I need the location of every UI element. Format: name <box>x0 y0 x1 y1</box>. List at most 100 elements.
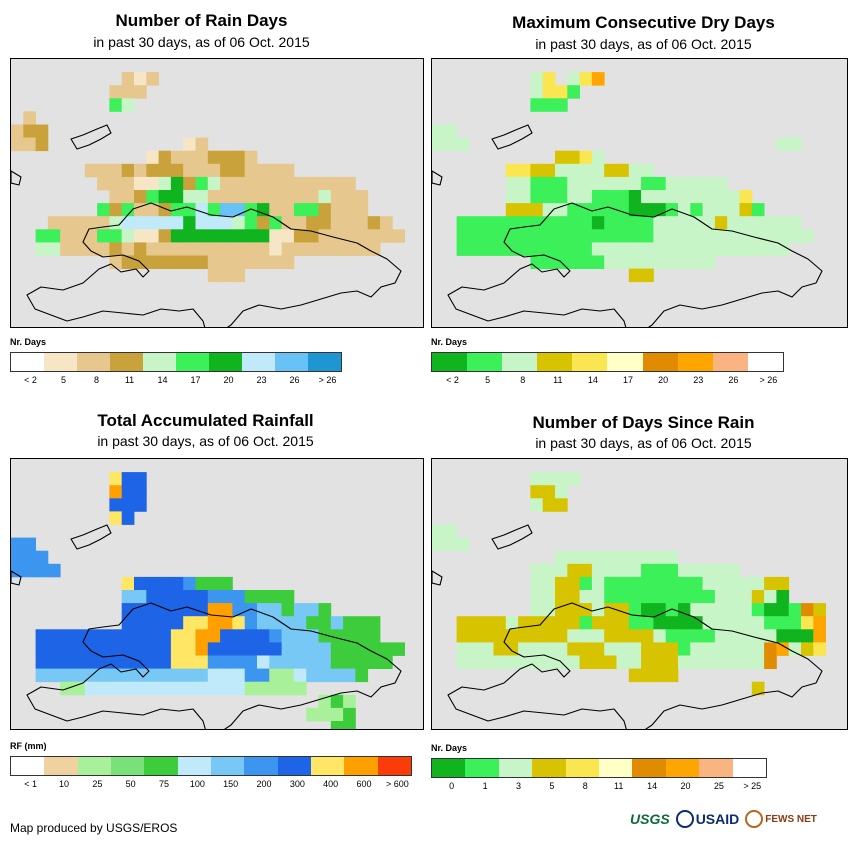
grid-cell <box>567 85 580 99</box>
grid-cell <box>518 642 531 656</box>
grid-cell <box>269 203 282 217</box>
legend-tick-label: 3 <box>515 781 522 791</box>
grid-cell <box>220 642 233 656</box>
grid-cell <box>653 242 667 256</box>
grid-cell <box>330 629 344 643</box>
grid-cell <box>653 190 667 204</box>
grid-cell <box>591 563 605 578</box>
grid-cell <box>468 616 482 630</box>
grid-cell <box>616 229 630 243</box>
grid-cell <box>776 590 790 604</box>
grid-cell <box>355 216 369 230</box>
legend-tick-label: > 25 <box>743 781 762 791</box>
grid-cell <box>306 203 319 217</box>
grid-cell <box>195 190 209 204</box>
grid-cell <box>530 655 544 669</box>
grid-cell <box>665 616 679 630</box>
grid-cell <box>665 642 679 656</box>
grid-cell <box>604 163 617 178</box>
grid-cell <box>35 642 49 656</box>
grid-cell <box>121 590 135 604</box>
grid-cell <box>567 203 580 217</box>
grid-cell <box>653 642 667 656</box>
grid-cell <box>121 216 135 230</box>
grid-cell <box>604 603 617 617</box>
grid-cell <box>207 203 221 217</box>
grid-cell <box>318 203 332 217</box>
grid-cell <box>281 190 295 204</box>
grid-cell <box>281 603 295 617</box>
legend-ticks: < 1 10 25 50 75 100 150 200 300 400 600 > 600 <box>10 779 412 791</box>
grid-cell <box>555 616 568 630</box>
grid-cell <box>244 681 258 696</box>
grid-cell <box>628 268 642 283</box>
grid-cell <box>456 616 470 630</box>
legend: RF (mm) < 1 10 25 50 75 100 150 200 300 400 600 > 6… <box>10 741 412 793</box>
grid-cell <box>432 524 445 538</box>
grid-cell <box>665 176 679 191</box>
legend-tick-label: 17 <box>190 375 201 385</box>
grid-cell <box>281 176 295 191</box>
grid-cell <box>481 655 494 669</box>
grid-cell <box>665 242 679 256</box>
grid-cell <box>134 576 147 591</box>
grid-cell <box>35 137 49 152</box>
grid-cell <box>60 242 73 256</box>
grid-cell <box>641 655 654 669</box>
legend-tick-label: 23 <box>256 375 267 385</box>
grid-cell <box>367 616 381 630</box>
grid-cell <box>530 85 544 99</box>
grid-cell <box>493 629 507 643</box>
legend-title: Nr. Days <box>431 743 468 753</box>
grid-cell <box>72 242 86 256</box>
grid-cell <box>628 255 642 269</box>
coastline <box>447 602 823 729</box>
grid-cell <box>542 603 556 617</box>
grid-cell <box>530 603 544 617</box>
grid-cell <box>220 668 233 683</box>
grid-cell <box>801 616 814 630</box>
legend-swatch <box>110 757 145 775</box>
grid-cell <box>281 216 295 230</box>
grid-cell <box>665 655 679 669</box>
grid-cell <box>678 229 691 243</box>
grid-cell <box>530 498 544 512</box>
grid-cell <box>183 190 196 204</box>
grid-cell <box>269 629 282 643</box>
grid-cell <box>220 616 233 630</box>
grid-cell <box>35 242 49 256</box>
grid-cell <box>776 603 790 617</box>
grid-cell <box>84 229 98 243</box>
grid-cell <box>604 550 617 565</box>
grid-cell <box>555 472 568 486</box>
legend-swatch <box>210 757 245 775</box>
grid-cell <box>121 163 135 178</box>
grid-cell <box>232 176 246 191</box>
grid-cell <box>109 511 123 525</box>
grid-cell <box>678 655 691 669</box>
grid-cell <box>146 72 159 86</box>
grid-cell <box>293 681 307 696</box>
legend: Nr. Days < 2 5 8 11 14 17 20 23 26 > 26 <box>431 337 785 389</box>
grid-cell <box>678 590 691 604</box>
grid-cell <box>616 563 630 578</box>
grid-cell <box>170 681 184 696</box>
grid-cell <box>567 72 580 86</box>
grid-cell <box>678 629 691 643</box>
grid-cell <box>727 203 740 217</box>
legend-tick-label: 14 <box>587 375 598 385</box>
grid-cell <box>318 616 332 630</box>
grid-cell <box>257 242 270 256</box>
grid-cell <box>555 163 568 178</box>
legend-swatch <box>537 353 573 371</box>
grid-cell <box>653 176 667 191</box>
grid-cell <box>109 472 123 486</box>
island-outline <box>11 570 22 586</box>
grid-cell <box>530 563 544 578</box>
grid-cell <box>146 190 159 204</box>
legend-swatch <box>565 759 600 777</box>
grid-cell <box>714 590 728 604</box>
grid-cell <box>183 616 196 630</box>
grid-cell <box>530 255 544 269</box>
grid-cell <box>604 576 617 591</box>
